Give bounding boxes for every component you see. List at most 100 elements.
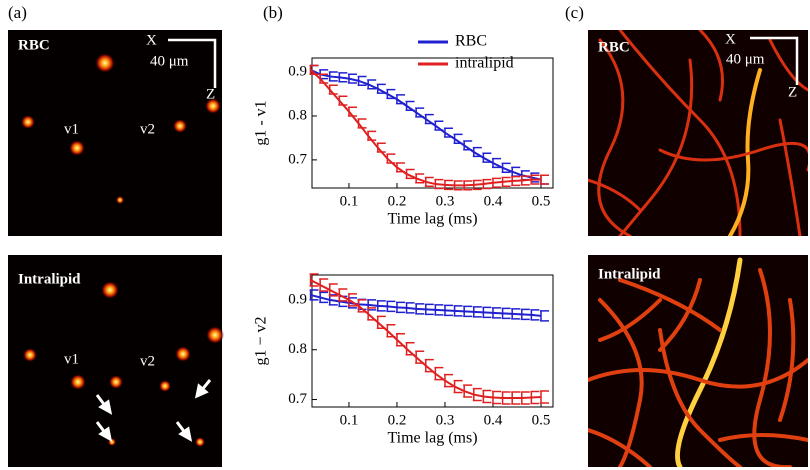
legend-label: RBC — [455, 33, 487, 50]
error-bar — [491, 177, 501, 188]
error-bar — [501, 391, 511, 405]
error-bar — [357, 118, 367, 129]
error-bar — [463, 140, 473, 151]
error-bar — [511, 391, 521, 405]
y-tick-label: 0.8 — [288, 341, 307, 357]
error-bar — [453, 180, 463, 191]
error-bar — [328, 283, 338, 297]
error-bar — [520, 308, 530, 321]
error-bar — [434, 120, 444, 131]
error-bar — [328, 84, 338, 95]
error-bar — [530, 390, 540, 405]
error-bar — [338, 72, 348, 83]
error-bar — [453, 305, 463, 317]
y-axis-label: g1 - v1 — [253, 100, 270, 145]
x-tick-label: 0.2 — [388, 193, 407, 209]
error-bar — [463, 305, 473, 318]
y-tick-label: 0.9 — [288, 291, 307, 307]
error-bar — [482, 306, 492, 319]
plot-frame — [311, 57, 554, 189]
error-bar — [376, 315, 386, 330]
error-bar — [539, 390, 549, 404]
vessel-label: v2 — [140, 353, 155, 369]
image-a-bottom: Intralipid v1 v2 — [8, 255, 224, 467]
scale-length: 40 μm — [150, 53, 189, 69]
error-bar — [453, 379, 463, 394]
error-bar — [463, 180, 473, 191]
x-tick-label: 0.2 — [388, 412, 407, 428]
y-tick-label: 0.7 — [288, 151, 307, 167]
vessel-label: v1 — [64, 121, 79, 137]
error-bar — [338, 95, 348, 106]
x-tick-label: 0.1 — [340, 193, 359, 209]
vessel-label: v1 — [64, 351, 79, 367]
error-bar — [453, 133, 463, 144]
error-bar — [319, 278, 329, 292]
vessel-label: v2 — [140, 121, 155, 137]
error-bar — [424, 358, 434, 373]
error-bar — [520, 391, 530, 405]
error-bar — [443, 179, 453, 191]
error-bar — [415, 350, 425, 364]
error-bar — [539, 174, 549, 185]
x-tick-label: 0.5 — [532, 193, 551, 209]
error-bar — [405, 100, 415, 112]
panel-label: (b) — [263, 3, 283, 22]
error-bar — [347, 73, 357, 84]
plot-frame — [311, 274, 554, 408]
series-line — [310, 279, 542, 400]
error-bar — [367, 307, 377, 321]
error-bar — [386, 88, 396, 100]
error-bar — [319, 291, 329, 304]
error-bar — [347, 293, 357, 307]
error-bar — [443, 304, 453, 317]
image-a-top: RBC v1 v2 X 40 μm Z — [8, 30, 222, 236]
error-bar — [405, 302, 415, 314]
x-axis-label: Time lag (ms) — [387, 211, 477, 228]
image-c-bottom: Intralipid — [588, 255, 808, 467]
error-bar — [472, 179, 482, 191]
y-axis-label: g1 − v2 — [253, 316, 270, 365]
error-bar — [395, 301, 405, 314]
error-bar — [386, 324, 396, 338]
image-label: Intralipid — [18, 271, 81, 287]
error-bar — [405, 341, 415, 356]
x-tick-label: 0.3 — [436, 193, 455, 209]
error-bar — [520, 175, 530, 186]
error-bar — [482, 389, 492, 404]
error-bar — [424, 113, 434, 125]
error-bar — [376, 83, 386, 94]
x-tick-label: 0.4 — [484, 193, 503, 209]
y-tick-label: 0.9 — [288, 63, 307, 79]
y-tick-label: 0.8 — [288, 107, 307, 123]
error-bar — [347, 106, 357, 117]
error-bar — [434, 366, 444, 381]
error-bar — [424, 303, 434, 316]
error-bar — [482, 152, 492, 163]
error-bar — [328, 71, 338, 82]
scale-z: Z — [206, 86, 215, 102]
error-bar — [501, 162, 511, 173]
x-tick-label: 0.5 — [532, 412, 551, 428]
error-bar — [357, 299, 367, 313]
error-bar — [386, 300, 396, 313]
error-bar — [501, 307, 511, 320]
error-bar — [539, 310, 549, 322]
error-bar — [415, 303, 425, 315]
legend-label: intralipid — [455, 55, 514, 72]
error-bar — [472, 306, 482, 318]
series-line — [309, 69, 541, 187]
scale-z: Z — [788, 84, 797, 100]
error-bar — [443, 373, 453, 388]
x-axis-label: Time lag (ms) — [387, 430, 477, 447]
error-bar — [376, 300, 386, 312]
scale-x: X — [725, 31, 736, 47]
error-bar — [319, 73, 329, 84]
error-bar — [395, 333, 405, 347]
error-bar — [530, 174, 540, 185]
error-bar — [395, 94, 405, 105]
error-bar — [424, 176, 434, 187]
error-bar — [386, 153, 396, 164]
x-tick-label: 0.3 — [436, 412, 455, 428]
